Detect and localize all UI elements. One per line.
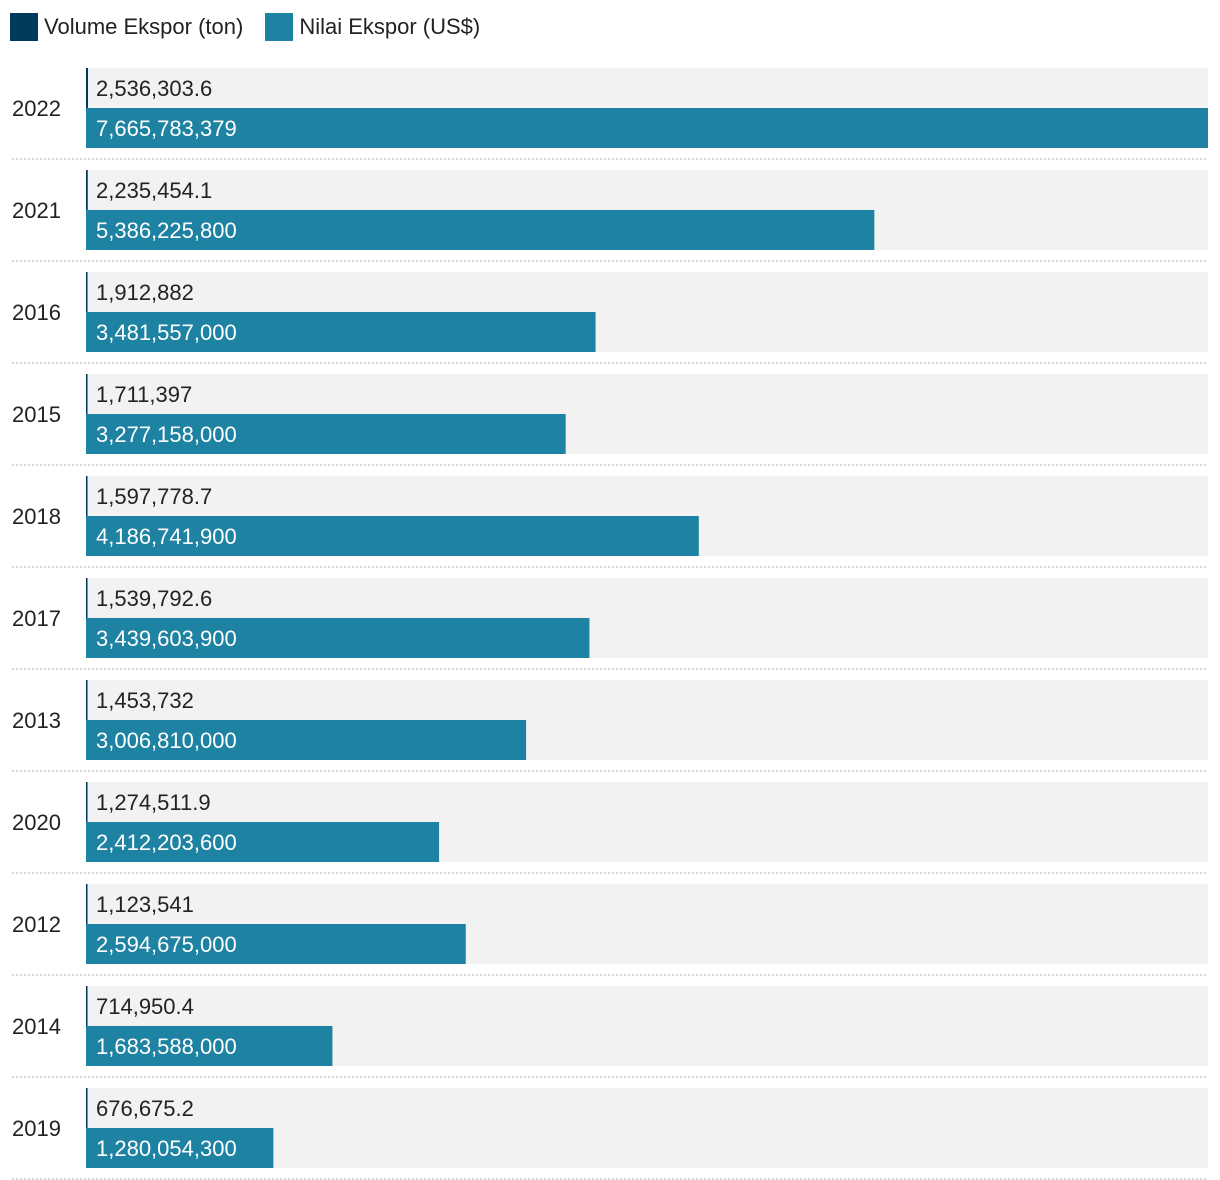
value-bar (86, 210, 875, 250)
value-label: 7,665,783,379 (96, 116, 237, 141)
year-label: 2019 (12, 1116, 61, 1141)
legend-label-volume: Volume Ekspor (ton) (44, 14, 244, 39)
value-bar (86, 312, 596, 352)
year-label: 2016 (12, 300, 61, 325)
volume-label: 2,235,454.1 (96, 178, 212, 203)
volume-label: 1,123,541 (96, 892, 194, 917)
value-bar (86, 618, 590, 658)
volume-bar (86, 68, 88, 108)
legend-label-value: Nilai Ekspor (US$) (299, 14, 481, 39)
volume-bar (86, 986, 88, 1026)
volume-bar (86, 1088, 88, 1128)
value-label: 3,277,158,000 (96, 422, 237, 447)
year-label: 2020 (12, 810, 61, 835)
value-label: 3,006,810,000 (96, 728, 237, 753)
value-label: 2,594,675,000 (96, 932, 237, 957)
year-label: 2014 (12, 1014, 61, 1039)
value-label: 3,439,603,900 (96, 626, 237, 651)
legend-swatch-volume (10, 13, 38, 41)
value-label: 1,683,588,000 (96, 1034, 237, 1059)
value-label: 1,280,054,300 (96, 1136, 237, 1161)
year-label: 2022 (12, 96, 61, 121)
volume-bar (86, 884, 88, 924)
year-label: 2018 (12, 504, 61, 529)
value-bar (86, 516, 699, 556)
volume-label: 1,453,732 (96, 688, 194, 713)
value-label: 5,386,225,800 (96, 218, 237, 243)
volume-label: 1,912,882 (96, 280, 194, 305)
volume-label: 676,675.2 (96, 1096, 194, 1121)
volume-label: 1,711,397 (96, 382, 192, 407)
volume-bar (86, 782, 88, 822)
legend-item-volume[interactable]: Volume Ekspor (ton) (10, 13, 243, 41)
value-bar (86, 924, 466, 964)
volume-bar (86, 578, 88, 618)
volume-bar (86, 374, 88, 414)
volume-bar (86, 170, 88, 210)
value-label: 4,186,741,900 (96, 524, 237, 549)
volume-label: 714,950.4 (96, 994, 194, 1019)
value-bar (86, 414, 566, 454)
year-label: 2017 (12, 606, 61, 631)
year-label: 2021 (12, 198, 61, 223)
legend: Volume Ekspor (ton) Nilai Ekspor (US$) (10, 12, 502, 42)
legend-item-value[interactable]: Nilai Ekspor (US$) (265, 13, 480, 41)
volume-label: 1,539,792.6 (96, 586, 212, 611)
value-bar (86, 1026, 333, 1066)
value-label: 3,481,557,000 (96, 320, 237, 345)
value-label: 2,412,203,600 (96, 830, 237, 855)
value-bar (86, 108, 1208, 148)
value-bar (86, 822, 440, 862)
volume-bar (86, 680, 88, 720)
volume-bar (86, 272, 88, 312)
volume-label: 1,597,778.7 (96, 484, 212, 509)
legend-swatch-value (265, 13, 294, 41)
volume-label: 2,536,303.6 (96, 76, 212, 101)
value-bar (86, 1128, 274, 1168)
volume-label: 1,274,511.9 (96, 790, 211, 815)
volume-bar (86, 476, 88, 516)
year-label: 2013 (12, 708, 61, 733)
value-bar (86, 720, 527, 760)
year-label: 2012 (12, 912, 61, 937)
year-label: 2015 (12, 402, 61, 427)
